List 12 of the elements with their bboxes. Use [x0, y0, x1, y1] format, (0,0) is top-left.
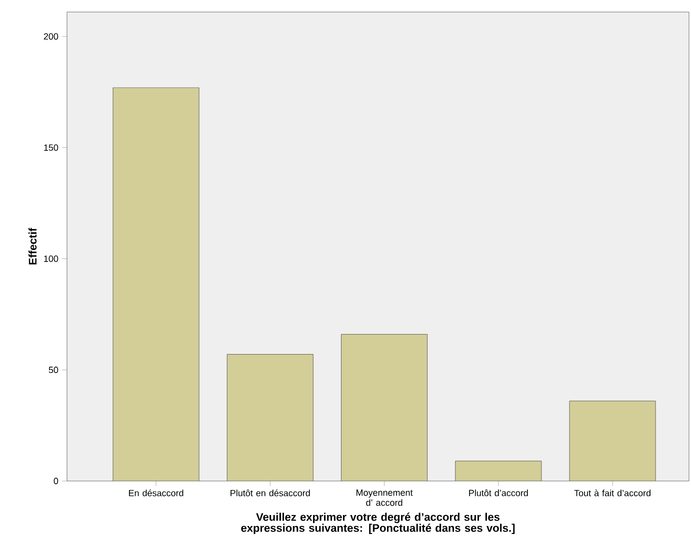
y-tick-label: 50	[48, 366, 58, 374]
y-tick-label: 150	[44, 144, 58, 151]
y-tick-label: 0	[54, 478, 58, 484]
y-axis-title: Effectif	[28, 228, 37, 264]
x-tick-label: Tout à fait d’accord	[574, 490, 650, 496]
x-tick-label: En désaccord	[128, 490, 184, 496]
x-tick-label: Plutôt d’accord	[469, 490, 528, 496]
y-tick-label: 200	[44, 33, 58, 40]
x-axis-title: Veuillez exprimer votre degré d’accord sur les expressions suivantes: [Ponctualité dans ses vols.]	[241, 512, 515, 534]
x-tick-label: Moyennement d’ accord	[356, 490, 413, 506]
y-tick-label: 100	[44, 256, 58, 262]
x-tick-label: Plutôt en désaccord	[230, 490, 310, 496]
